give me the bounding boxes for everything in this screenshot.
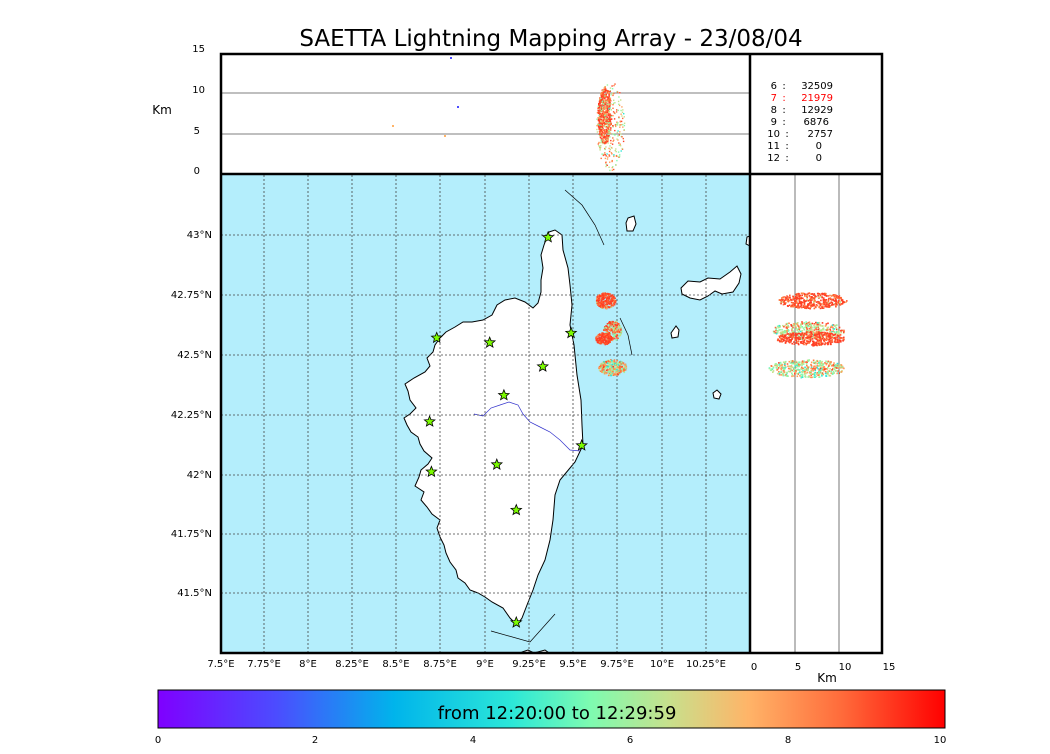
side-xtick-15: 15	[883, 662, 896, 673]
count-row-10-value: 2757	[808, 129, 833, 140]
count-row-6-sep: :	[782, 81, 785, 92]
altitude-ylabel: Km	[152, 103, 172, 117]
altitude-ytick-5: 5	[194, 126, 200, 137]
lon-tick-label: 9.75°E	[600, 659, 634, 670]
count-row-6-km: 6	[771, 81, 777, 92]
side-altitude-panel: 0 5 10 15 Km	[751, 175, 896, 685]
figure-title: SAETTA Lightning Mapping Array - 23/08/0…	[299, 26, 802, 52]
lat-tick-label: 42.5°N	[177, 350, 212, 361]
side-xtick-10: 10	[839, 662, 852, 673]
count-row-9-km: 9	[771, 117, 777, 128]
count-row-12-sep: :	[785, 153, 788, 164]
count-row-10-km: 10	[767, 129, 780, 140]
colorbar-label: from 12:20:00 to 12:29:59	[438, 703, 677, 724]
lon-tick-label: 8.25°E	[335, 659, 369, 670]
count-row-12-value: 0	[816, 153, 822, 164]
colorbar-tick: 8	[785, 735, 791, 746]
count-row-7-value: 21979	[801, 93, 833, 104]
side-xtick-0: 0	[751, 662, 757, 673]
count-row-11-value: 0	[816, 141, 822, 152]
lon-tick-label: 10°E	[650, 659, 674, 670]
count-row-6-value: 32509	[801, 81, 833, 92]
count-row-9-value: 6876	[804, 117, 829, 128]
lon-tick-label: 9.5°E	[559, 659, 586, 670]
lon-tick-label: 9.25°E	[512, 659, 546, 670]
colorbar-tick: 4	[470, 735, 476, 746]
altitude-ytick-15: 15	[192, 44, 205, 55]
altitude-ytick-10: 10	[192, 85, 205, 96]
lon-tick-label: 8.75°E	[423, 659, 457, 670]
count-row-7-km: 7	[771, 93, 777, 104]
lon-tick-label: 8°E	[299, 659, 317, 670]
lon-tick-label: 7.75°E	[247, 659, 281, 670]
lat-tick-label: 41.75°N	[171, 529, 212, 540]
count-row-8-value: 12929	[801, 105, 833, 116]
side-xtick-5: 5	[795, 662, 801, 673]
lat-tick-label: 41.5°N	[177, 588, 212, 599]
count-row-12-km: 12	[767, 153, 780, 164]
count-row-11-sep: :	[785, 141, 788, 152]
lon-tick-label: 7.5°E	[207, 659, 234, 670]
count-row-10-sep: :	[785, 129, 788, 140]
count-row-8-km: 8	[771, 105, 777, 116]
lon-tick-label: 9°E	[476, 659, 494, 670]
lon-tick-label: 8.5°E	[382, 659, 409, 670]
altitude-ytick-0: 0	[194, 166, 200, 177]
side-xlabel: Km	[817, 671, 837, 685]
count-row-11-km: 11	[767, 141, 780, 152]
count-row-8-sep: :	[782, 105, 785, 116]
map-panel: 7.5°E 7.75°E 8°E 8.25°E 8.5°E 8.75°E 9°E…	[171, 175, 750, 670]
lon-tick-label: 10.25°E	[686, 659, 726, 670]
lat-tick-label: 42.75°N	[171, 290, 212, 301]
count-row-7-sep: :	[782, 93, 785, 104]
lat-tick-label: 42.25°N	[171, 410, 212, 421]
lat-tick-label: 43°N	[187, 230, 212, 241]
colorbar-tick: 6	[627, 735, 633, 746]
colorbar-tick: 0	[155, 735, 161, 746]
colorbar-tick: 10	[934, 735, 947, 746]
lat-tick-label: 42°N	[187, 470, 212, 481]
count-row-9-sep: :	[782, 117, 785, 128]
counts-panel: 6 : 32509 7 : 21979 8 : 12929 9 : 6876 1…	[751, 54, 882, 174]
altitude-panel: Km 0 5 10 15	[152, 44, 750, 177]
colorbar: from 12:20:00 to 12:29:59 0 2 4 6 8 10	[155, 690, 947, 746]
capraia-island	[626, 216, 636, 231]
colorbar-tick: 2	[312, 735, 318, 746]
